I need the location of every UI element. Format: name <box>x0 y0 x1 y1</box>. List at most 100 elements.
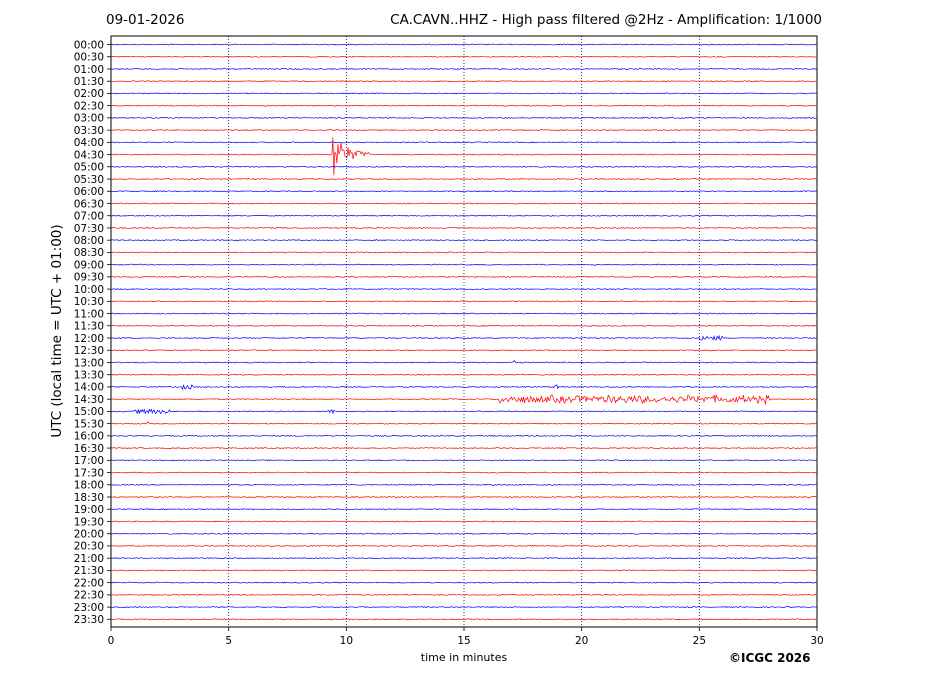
row-label: 11:30 <box>74 321 104 333</box>
trace-2000 <box>110 532 818 535</box>
trace-1830 <box>110 496 818 498</box>
trace-2300 <box>110 606 818 609</box>
row-label: 07:00 <box>74 211 104 223</box>
x-tick-label: 0 <box>108 635 115 647</box>
row-label: 18:30 <box>74 492 104 504</box>
trace-1030 <box>110 300 818 303</box>
row-label: 12:30 <box>74 345 104 357</box>
trace-2230 <box>110 593 818 596</box>
x-axis-label: time in minutes <box>420 651 508 664</box>
trace-1330 <box>110 373 818 376</box>
trace-2200 <box>110 581 818 584</box>
trace-1600 <box>110 434 818 437</box>
x-tick-label: 10 <box>340 635 353 647</box>
x-tick-label: 25 <box>693 635 706 647</box>
trace-1430 <box>110 394 818 405</box>
trace-1630 <box>110 447 818 450</box>
row-label: 09:30 <box>74 272 104 284</box>
trace-0200 <box>110 92 818 95</box>
row-label: 09:00 <box>74 259 104 271</box>
y-axis-label: UTC (local time = UTC + 01:00) <box>49 224 65 438</box>
trace-0700 <box>110 214 818 217</box>
row-label: 13:00 <box>74 357 104 369</box>
trace-0330 <box>110 129 818 132</box>
trace-1700 <box>110 459 818 462</box>
row-label: 12:00 <box>74 333 104 345</box>
x-tick-label: 30 <box>810 635 823 647</box>
row-label: 01:00 <box>74 64 104 76</box>
trace-1800 <box>110 483 818 486</box>
row-label: 05:30 <box>74 174 104 186</box>
plot-frame <box>110 35 818 628</box>
row-label: 17:30 <box>74 467 104 479</box>
x-tick-label: 15 <box>457 635 470 647</box>
trace-0300 <box>110 116 818 119</box>
row-label: 10:30 <box>74 296 104 308</box>
trace-1200 <box>110 334 818 341</box>
trace-0800 <box>110 239 818 242</box>
row-label: 18:00 <box>74 480 104 492</box>
row-label: 03:00 <box>74 113 104 125</box>
row-label: 11:00 <box>74 308 104 320</box>
trace-0630 <box>110 202 818 205</box>
row-label: 16:00 <box>74 431 104 443</box>
trace-0430 <box>110 137 818 176</box>
row-label: 22:30 <box>74 590 104 602</box>
row-label: 20:00 <box>74 529 104 541</box>
trace-1400 <box>110 384 818 390</box>
copyright-label: ©ICGC 2026 <box>729 651 811 665</box>
row-label: 19:00 <box>74 504 104 516</box>
trace-1300 <box>110 359 818 364</box>
row-label: 03:30 <box>74 125 104 137</box>
row-label: 04:30 <box>74 149 104 161</box>
row-label: 02:00 <box>74 88 104 100</box>
trace-0830 <box>110 251 818 254</box>
trace-1530 <box>110 421 818 425</box>
trace-0230 <box>110 104 818 107</box>
row-label: 23:00 <box>74 602 104 614</box>
row-label: 08:00 <box>74 235 104 247</box>
row-label: 06:30 <box>74 198 104 210</box>
row-label: 22:00 <box>74 577 104 589</box>
row-label: 04:00 <box>74 137 104 149</box>
row-label: 10:00 <box>74 284 104 296</box>
trace-0600 <box>110 190 818 193</box>
trace-1000 <box>110 288 818 291</box>
trace-0000 <box>110 43 818 46</box>
row-label: 06:00 <box>74 186 104 198</box>
trace-1130 <box>110 324 818 327</box>
trace-2100 <box>110 557 818 560</box>
row-label: 08:30 <box>74 247 104 259</box>
trace-0930 <box>110 275 818 278</box>
row-label: 05:00 <box>74 162 104 174</box>
trace-1500 <box>110 408 818 415</box>
row-label: 16:30 <box>74 443 104 455</box>
trace-0400 <box>110 141 818 144</box>
row-label: 20:30 <box>74 541 104 553</box>
trace-1930 <box>110 520 818 523</box>
trace-0500 <box>110 165 818 168</box>
row-label: 23:30 <box>74 614 104 626</box>
row-label: 15:30 <box>74 418 104 430</box>
row-label: 01:30 <box>74 76 104 88</box>
row-label: 07:30 <box>74 223 104 235</box>
trace-0900 <box>110 263 818 266</box>
trace-0530 <box>110 178 818 180</box>
row-label: 14:00 <box>74 382 104 394</box>
trace-0100 <box>110 68 818 70</box>
date-label: 09-01-2026 <box>106 12 185 28</box>
row-label: 14:30 <box>74 394 104 406</box>
trace-1900 <box>110 508 818 511</box>
trace-1230 <box>110 349 818 352</box>
row-label: 13:30 <box>74 370 104 382</box>
x-tick-label: 20 <box>575 635 588 647</box>
row-label: 00:30 <box>74 52 104 64</box>
row-label: 21:30 <box>74 565 104 577</box>
trace-2030 <box>110 544 818 547</box>
trace-1730 <box>110 471 818 474</box>
row-label: 19:30 <box>74 516 104 528</box>
x-tick-label: 5 <box>225 635 232 647</box>
trace-2330 <box>110 618 818 621</box>
trace-0030 <box>110 55 818 58</box>
